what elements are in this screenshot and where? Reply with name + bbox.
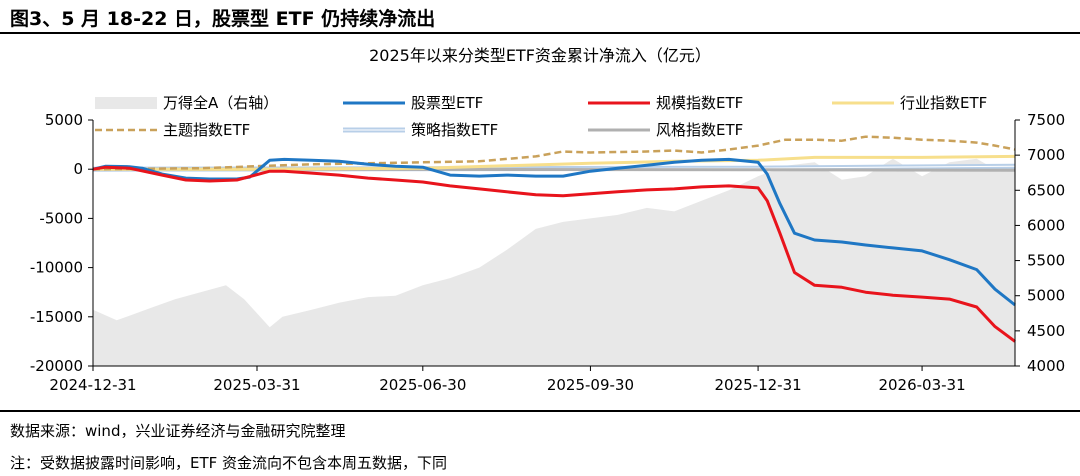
legend-label: 规模指数ETF xyxy=(656,94,743,112)
disclosure-note: 注：受数据披露时间影响，ETF 资金流向不包含本周五数据，下同 xyxy=(10,454,448,472)
x-tick-label: 2025-12-31 xyxy=(714,376,801,394)
x-tick-label: 2025-03-31 xyxy=(213,376,300,394)
y-right-tick-label: 7500 xyxy=(1027,111,1065,129)
legend-label: 股票型ETF xyxy=(411,94,483,112)
legend-label: 策略指数ETF xyxy=(411,121,498,139)
series-line-2 xyxy=(92,165,1016,343)
y-right-tick-label: 7000 xyxy=(1027,146,1065,164)
series-line-3 xyxy=(92,135,1016,171)
chart-title: 2025年以来分类型ETF资金累计净流入（亿元） xyxy=(369,46,711,65)
top-rule xyxy=(0,32,1080,34)
x-tick-label: 2026-03-31 xyxy=(878,376,965,394)
chart-canvas: -20000 -15000 -10000 -5000 0 5000 4000 4500 5000… xyxy=(30,94,1065,394)
y-right-tick-label: 6500 xyxy=(1027,181,1065,199)
y-left-tick-label: -10000 xyxy=(30,259,83,277)
y-right-tick-label: 5500 xyxy=(1027,252,1065,270)
legend-label: 风格指数ETF xyxy=(656,121,743,139)
y-right-tick-label: 4000 xyxy=(1027,357,1065,375)
figure-title: 图3、5 月 18-22 日，股票型 ETF 仍持续净流出 xyxy=(10,8,436,30)
x-tick-label: 2024-12-31 xyxy=(49,376,136,394)
series-area-wind-a xyxy=(93,158,1015,366)
y-left-tick-label: -15000 xyxy=(30,308,83,326)
y-right-tick-label: 4500 xyxy=(1027,322,1065,340)
y-left-tick-label: 5000 xyxy=(45,111,83,129)
x-tick-label: 2025-06-30 xyxy=(379,376,466,394)
y-left-tick-label: 0 xyxy=(73,160,83,178)
y-right-tick-label: 5000 xyxy=(1027,287,1065,305)
bottom-rule xyxy=(0,410,1080,412)
legend-swatch-area xyxy=(95,97,157,109)
x-tick-label: 2025-09-30 xyxy=(547,376,634,394)
y-left-tick-label: -5000 xyxy=(39,209,83,227)
source-note: 数据来源：wind，兴业证券经济与金融研究院整理 xyxy=(10,422,346,440)
y-left-tick-label: -20000 xyxy=(30,357,83,375)
y-right-tick-label: 6000 xyxy=(1027,216,1065,234)
legend-label: 主题指数ETF xyxy=(163,121,250,139)
legend-label: 行业指数ETF xyxy=(900,94,987,112)
legend-label: 万得全A（右轴） xyxy=(163,94,278,112)
